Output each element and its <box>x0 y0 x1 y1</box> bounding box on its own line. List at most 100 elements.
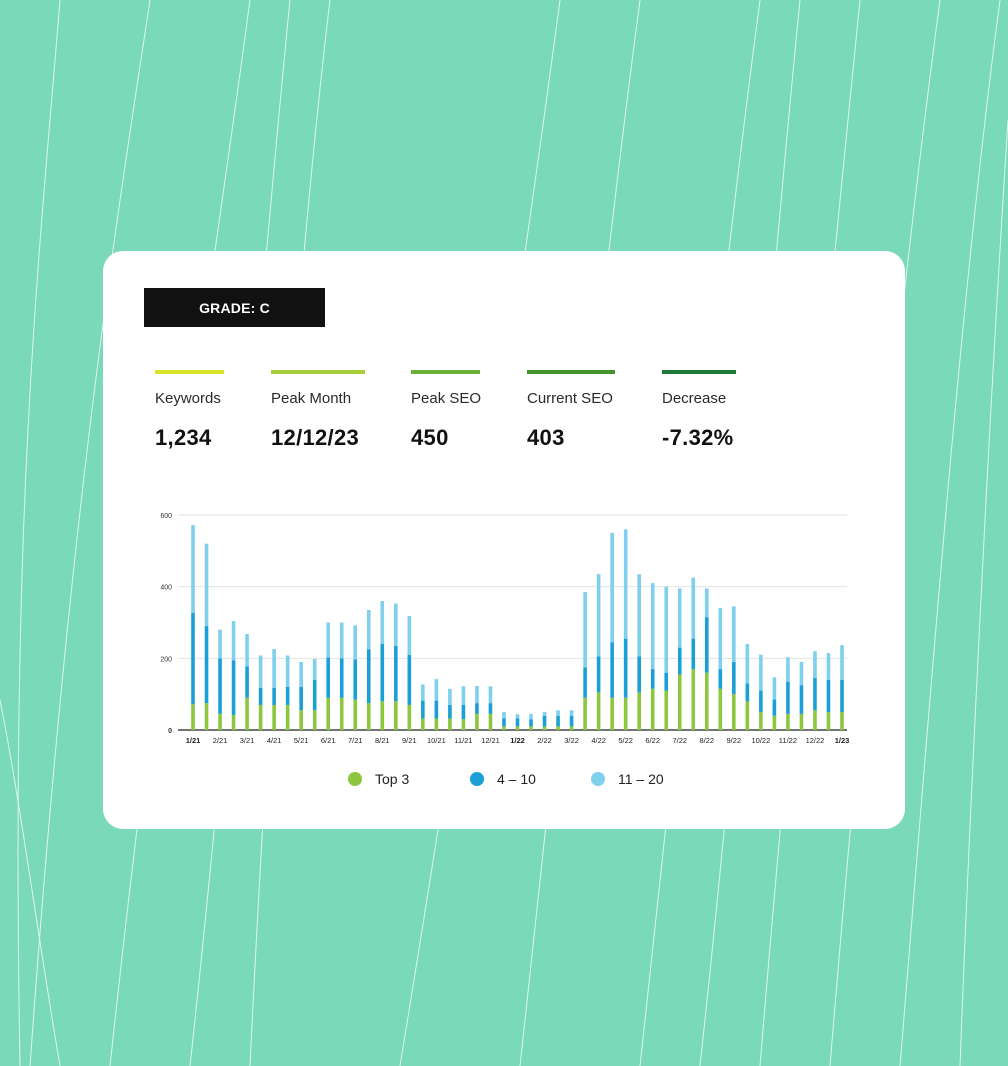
bar-segment <box>704 672 709 730</box>
stat-peak-month-value: 12/12/23 <box>271 425 360 450</box>
bar-segment <box>515 714 520 719</box>
bar-segment <box>772 677 777 700</box>
bar-segment <box>461 704 466 720</box>
bar-segment <box>339 658 344 698</box>
bar-segment <box>326 622 331 658</box>
grade-badge: GRADE: C <box>144 288 325 327</box>
bar-segment <box>394 645 398 702</box>
x-tick-label: 12/22 <box>806 736 825 745</box>
bar-segment <box>421 718 425 730</box>
bar-segment <box>840 645 844 680</box>
bar-segment <box>596 656 601 693</box>
bars-layer <box>191 525 844 731</box>
bar-segment <box>448 718 452 730</box>
x-tick-label: 3/22 <box>564 736 579 745</box>
bar-segment <box>488 686 493 704</box>
bar-segment <box>326 697 331 730</box>
stat-peak-month: Peak Month 12/12/23 <box>271 370 365 451</box>
bar-segment <box>218 658 222 714</box>
bar-segment <box>272 704 276 730</box>
bar-segment <box>502 712 506 719</box>
stat-current-seo: Current SEO 403 <box>527 370 615 451</box>
bar-segment <box>339 697 344 730</box>
x-tick-label: 1/23 <box>835 736 850 745</box>
legend-item-4-10: 4 – 10 <box>470 771 536 787</box>
bar-segment <box>366 609 371 650</box>
bar-segment <box>312 710 317 730</box>
bar-segment <box>623 529 628 639</box>
bar-segment <box>353 659 358 700</box>
bar-segment <box>502 726 506 730</box>
labels-layer: 0 200 400 600 1/21 2/21 3/21 4/21 5/21 6/21 7/21 8/… <box>160 513 849 745</box>
bar-segment <box>799 661 804 686</box>
stat-keywords-label: Keywords <box>155 390 221 407</box>
bar-segment <box>191 704 195 730</box>
stat-current-seo-value: 403 <box>527 425 565 450</box>
bar-segment <box>826 679 831 713</box>
x-tick-label: 2/21 <box>213 736 228 745</box>
bar-segment <box>556 726 560 730</box>
bar-segment <box>461 686 466 705</box>
y-tick-label: 600 <box>160 513 172 520</box>
stat-peak-month-bar <box>271 370 365 374</box>
bar-segment <box>718 688 723 730</box>
stat-keywords-value: 1,234 <box>155 425 212 450</box>
bar-segment <box>610 532 614 643</box>
x-tick-label: 2/22 <box>537 736 552 745</box>
x-tick-label: 6/22 <box>645 736 660 745</box>
bar-segment <box>677 588 682 648</box>
bar-segment <box>637 656 641 693</box>
bar-segment <box>285 704 290 730</box>
bar-segment <box>826 652 831 680</box>
bar-segment <box>258 704 263 730</box>
bar-segment <box>786 681 790 714</box>
bar-segment <box>650 669 655 689</box>
bar-segment <box>623 697 628 730</box>
x-tick-label: 1/22 <box>510 736 525 745</box>
bar-segment <box>556 710 560 716</box>
bar-segment <box>448 704 452 719</box>
bar-segment <box>407 704 412 730</box>
bar-segment <box>407 654 412 705</box>
bar-segment <box>745 701 750 730</box>
bar-segment <box>786 657 790 682</box>
x-tick-label: 4/21 <box>267 736 282 745</box>
bar-segment <box>515 718 520 727</box>
x-tick-label: 9/22 <box>727 736 742 745</box>
legend-label-4-10: 4 – 10 <box>497 771 536 787</box>
bar-segment <box>299 687 303 711</box>
bar-segment <box>258 687 263 705</box>
bar-segment <box>245 633 249 667</box>
bar-segment <box>583 697 587 730</box>
bar-segment <box>556 715 560 727</box>
bar-segment <box>353 699 358 730</box>
x-tick-label: 10/22 <box>751 736 770 745</box>
legend-item-top3: Top 3 <box>348 771 409 787</box>
x-tick-label: 4/22 <box>591 736 606 745</box>
bar-segment <box>542 726 547 730</box>
legend-swatch-top3 <box>348 772 362 786</box>
x-tick-label: 5/21 <box>294 736 309 745</box>
bar-segment <box>394 701 398 730</box>
bar-segment <box>231 660 236 715</box>
bar-segment <box>272 649 276 688</box>
bar-segment <box>475 685 479 704</box>
bar-segment <box>434 700 439 719</box>
bar-segment <box>745 683 750 702</box>
bar-segment <box>786 713 790 731</box>
x-tick-label: 7/22 <box>672 736 687 745</box>
bar-segment <box>691 638 696 670</box>
bar-segment <box>204 626 209 704</box>
bar-segment <box>461 719 466 730</box>
x-tick-label: 12/21 <box>481 736 500 745</box>
bar-segment <box>394 603 398 646</box>
y-tick-label: 0 <box>168 728 172 735</box>
stat-keywords-bar <box>155 370 224 374</box>
bar-segment <box>380 701 385 730</box>
bar-segment <box>421 700 425 719</box>
bar-segment <box>732 661 736 695</box>
stat-decrease-bar <box>662 370 736 374</box>
stat-current-seo-label: Current SEO <box>527 390 613 407</box>
bar-segment <box>434 718 439 730</box>
x-tick-label: 8/22 <box>699 736 714 745</box>
